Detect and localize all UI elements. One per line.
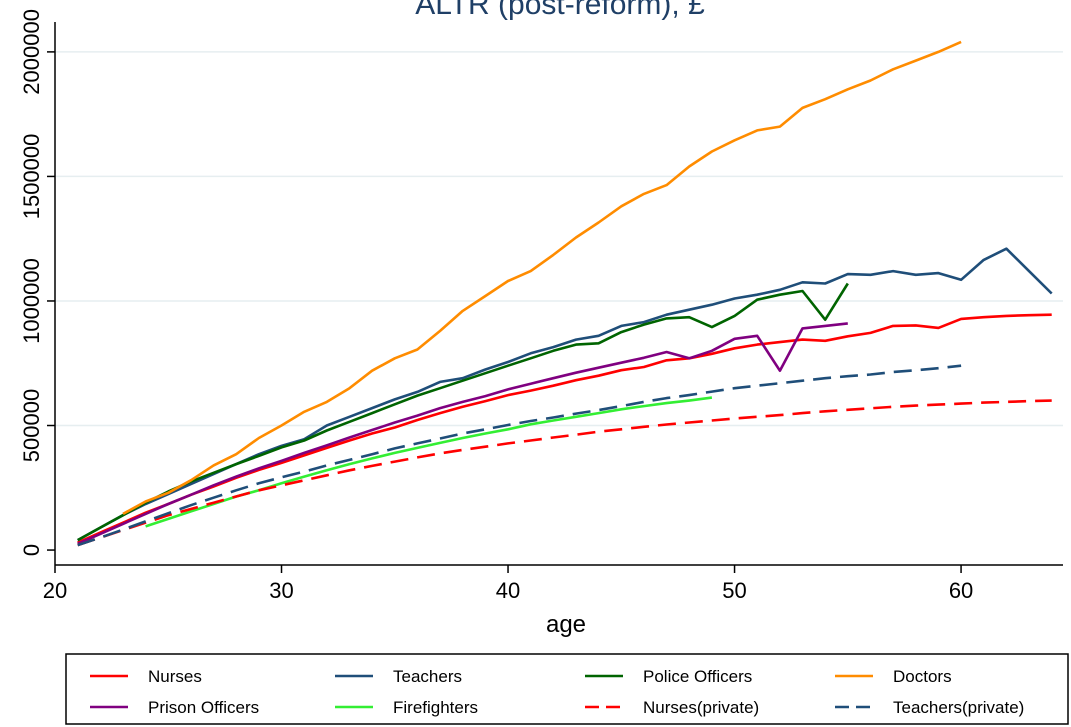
x-tick-label: 40 (496, 578, 520, 603)
x-axis-title: age (546, 611, 586, 638)
series-line-teachers-private- (77, 364, 962, 547)
x-tick-label: 30 (269, 578, 293, 603)
series-line-prison-officers (77, 322, 848, 545)
legend-label: Doctors (893, 667, 952, 686)
y-tick-label: 1000000 (19, 258, 44, 344)
x-tick-label: 20 (43, 578, 67, 603)
x-tick-label: 60 (949, 578, 973, 603)
legend-label: Firefighters (393, 698, 478, 717)
grid-lines (55, 51, 1063, 427)
series-line-police-officers (77, 282, 849, 542)
series-line-nurses-private- (77, 399, 1052, 547)
legend: Nurses Teachers Police Officers Doctors Pris… (65, 653, 1069, 725)
x-tick-label: 50 (722, 578, 746, 603)
chart-title: ALTR (post-reform), £ (415, 0, 705, 21)
series-line-doctors (122, 40, 962, 516)
plot-series (77, 40, 1053, 547)
y-tick-label: 0 (19, 544, 44, 556)
series-line-teachers (77, 247, 1053, 542)
y-tick-label: 2000000 (19, 9, 44, 95)
x-axis: 20 30 40 50 60 (43, 564, 1063, 603)
legend-label: Police Officers (643, 667, 752, 686)
legend-box (65, 653, 1069, 725)
legend-label: Prison Officers (148, 698, 259, 717)
y-axis: 0 500000 1000000 1500000 2000000 (19, 9, 56, 565)
legend-label: Teachers(private) (893, 698, 1024, 717)
y-tick-label: 500000 (19, 389, 44, 462)
legend-label: Nurses(private) (643, 698, 759, 717)
legend-label: Teachers (393, 667, 462, 686)
y-tick-label: 1500000 (19, 134, 44, 220)
legend-label: Nurses (148, 667, 202, 686)
